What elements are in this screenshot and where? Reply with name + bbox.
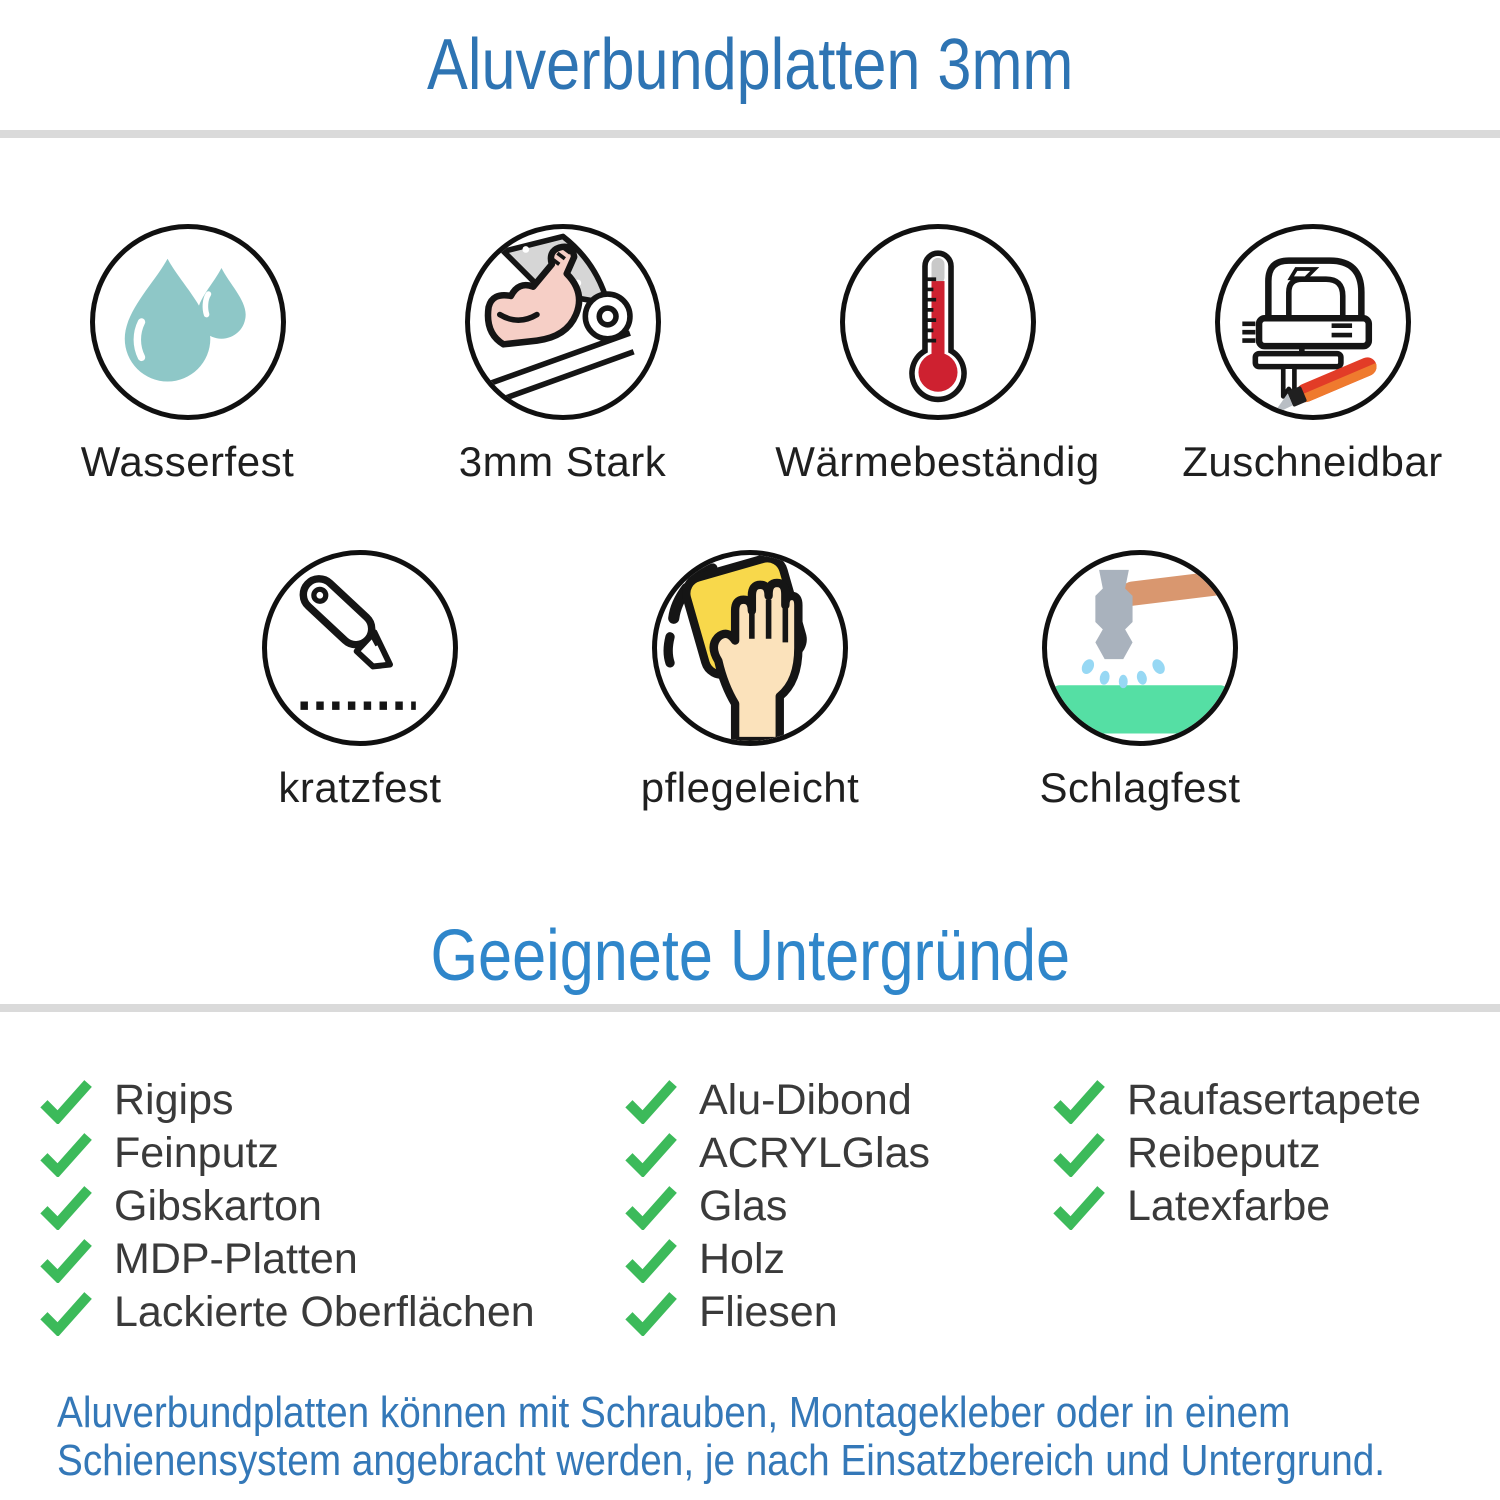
feature-3mm-stark: 3mm Stark — [375, 224, 750, 486]
list-item-label: Rigips — [114, 1076, 234, 1124]
check-icon — [1053, 1132, 1105, 1177]
feature-label: Wasserfest — [80, 438, 295, 485]
list-item-label: MDP-Platten — [114, 1235, 358, 1283]
mounting-note-line-1: Aluverbundplatten können mit Schrauben, … — [57, 1388, 1291, 1437]
list-item: Raufasertapete — [1051, 1074, 1500, 1127]
list-item-label: Latexfarbe — [1127, 1182, 1331, 1230]
list-item-label: Glas — [699, 1182, 788, 1230]
cleaning-hand-icon — [652, 550, 848, 746]
list-item-label: Holz — [699, 1235, 786, 1283]
check-icon — [625, 1132, 677, 1177]
feature-zuschneidbar: Zuschneidbar — [1125, 224, 1500, 486]
list-item: Rigips — [38, 1074, 623, 1127]
list-item: Gibskarton — [38, 1180, 623, 1233]
water-drops-icon — [89, 224, 286, 420]
mounting-note-line-2: Schienensystem angebracht werden, je nac… — [57, 1436, 1386, 1485]
list-item: MDP-Platten — [38, 1233, 623, 1286]
check-icon — [40, 1079, 92, 1124]
list-item: Feinputz — [38, 1127, 623, 1180]
muscle-arm-icon — [464, 224, 661, 420]
header: Aluverbundplatten 3mm — [0, 0, 1500, 130]
divider-middle — [0, 1004, 1500, 1012]
list-item-label: Alu-Dibond — [699, 1076, 912, 1124]
utility-knife-icon — [262, 550, 458, 746]
feature-label: pflegeleicht — [640, 764, 860, 811]
feature-pflegeleicht: pflegeleicht — [565, 550, 935, 812]
list-item-label: ACRYLGlas — [699, 1129, 931, 1177]
list-item-label: Gibskarton — [114, 1182, 322, 1230]
list-item: ACRYLGlas — [623, 1127, 1051, 1180]
check-icon — [625, 1291, 677, 1336]
surfaces-title: Geeignete Untergründe — [430, 916, 1070, 996]
surfaces-column-1: Rigips Feinputz Gibskarton MDP-Platten L… — [38, 1074, 623, 1339]
surfaces-list: Rigips Feinputz Gibskarton MDP-Platten L… — [0, 1074, 1500, 1339]
page-title: Aluverbundplatten 3mm — [426, 25, 1074, 105]
thermometer-icon — [839, 224, 1036, 420]
list-item-label: Reibeputz — [1127, 1129, 1321, 1177]
feature-schlagfest: Schlagfest — [955, 550, 1325, 812]
check-icon — [625, 1238, 677, 1283]
feature-label: kratzfest — [278, 764, 442, 811]
check-icon — [40, 1132, 92, 1177]
features-row-2: kratzfest pflegeleicht — [0, 550, 1500, 812]
surfaces-header: Geeignete Untergründe — [0, 908, 1500, 1004]
jigsaw-icon — [1214, 224, 1411, 420]
list-item: Holz — [623, 1233, 1051, 1286]
features-row-1: Wasserfest 3mm Stark — [0, 224, 1500, 486]
check-icon — [40, 1291, 92, 1336]
list-item: Reibeputz — [1051, 1127, 1500, 1180]
mounting-note: Aluverbundplatten können mit Schrauben, … — [0, 1389, 1500, 1485]
feature-label: Zuschneidbar — [1182, 438, 1443, 485]
check-icon — [40, 1238, 92, 1283]
feature-waermebestaendig: Wärmebeständig — [750, 224, 1125, 486]
feature-wasserfest: Wasserfest — [0, 224, 375, 486]
feature-label: Schlagfest — [1039, 764, 1241, 811]
check-icon — [1053, 1079, 1105, 1124]
list-item-label: Feinputz — [114, 1129, 279, 1177]
feature-label: 3mm Stark — [458, 438, 667, 485]
feature-kratzfest: kratzfest — [175, 550, 545, 812]
check-icon — [625, 1185, 677, 1230]
surfaces-column-2: Alu-Dibond ACRYLGlas Glas Holz Fliesen — [623, 1074, 1051, 1339]
list-item-label: Fliesen — [699, 1288, 838, 1336]
list-item: Glas — [623, 1180, 1051, 1233]
check-icon — [40, 1185, 92, 1230]
hammer-icon — [1042, 550, 1238, 746]
divider-top — [0, 130, 1500, 138]
list-item-label: Lackierte Oberflächen — [114, 1288, 535, 1336]
feature-label: Wärmebeständig — [775, 438, 1100, 485]
check-icon — [625, 1079, 677, 1124]
surfaces-column-3: Raufasertapete Reibeputz Latexfarbe — [1051, 1074, 1500, 1339]
check-icon — [1053, 1185, 1105, 1230]
list-item: Alu-Dibond — [623, 1074, 1051, 1127]
list-item: Fliesen — [623, 1286, 1051, 1339]
list-item: Lackierte Oberflächen — [38, 1286, 623, 1339]
list-item-label: Raufasertapete — [1127, 1076, 1422, 1124]
list-item: Latexfarbe — [1051, 1180, 1500, 1233]
